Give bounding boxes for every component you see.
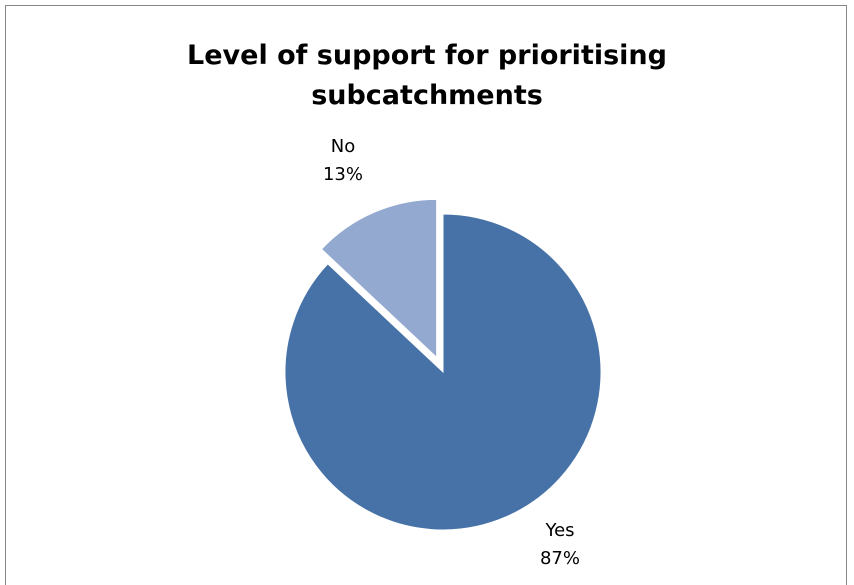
chart-title: Level of support for prioritising subcat…	[0, 36, 854, 116]
slice-label-no-category: No	[331, 136, 355, 157]
pie-slice-no	[320, 198, 438, 359]
slice-label-yes-value: 87%	[540, 548, 580, 569]
chart-title-line-2: subcatchments	[311, 80, 543, 111]
slice-label-no-value: 13%	[323, 164, 363, 185]
slice-label-yes-category: Yes	[544, 520, 574, 541]
pie-labels: Yes 87% No 13%	[323, 136, 580, 569]
chart-title-line-1: Level of support for prioritising	[187, 40, 667, 71]
pie-slice-yes	[284, 213, 602, 531]
pie-slices	[284, 198, 602, 531]
